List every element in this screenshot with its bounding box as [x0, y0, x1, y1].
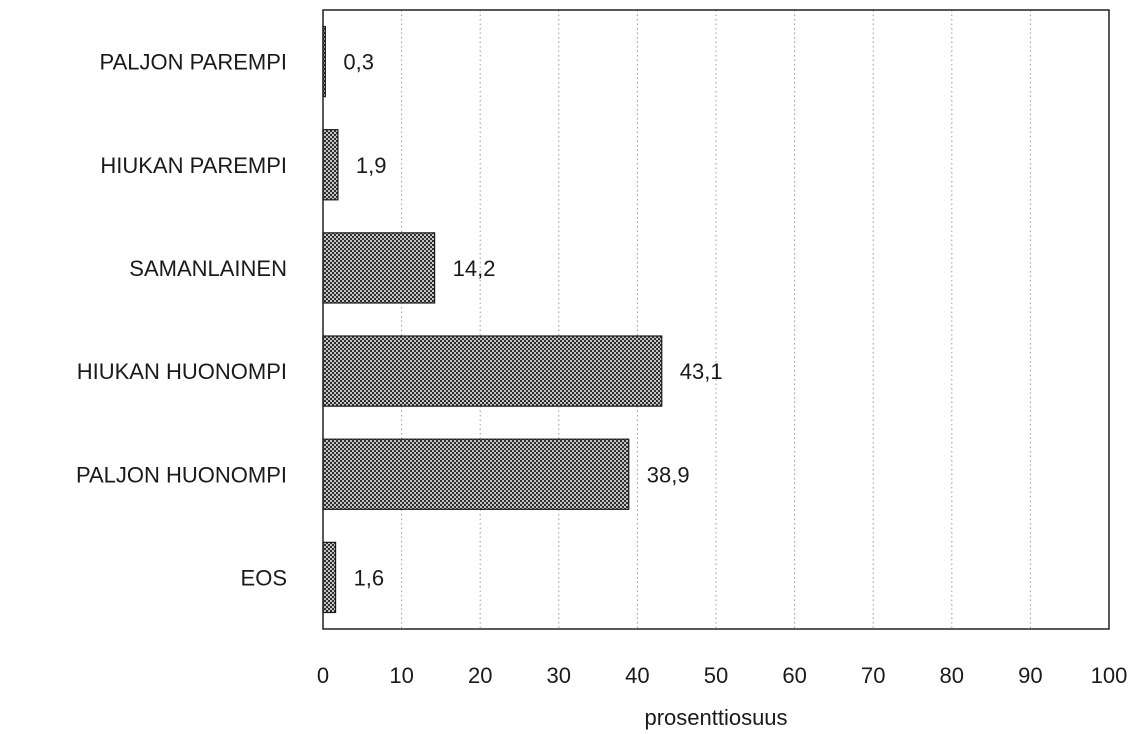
bars [322, 25, 663, 614]
bar [322, 129, 339, 201]
x-tick-label: 10 [389, 663, 413, 688]
value-labels: 0,3 1,9 14,2 43,1 38,9 1,6 [343, 50, 722, 591]
bar [322, 232, 436, 304]
bar [322, 438, 630, 510]
category-label: EOS [241, 565, 287, 590]
x-tick-label: 20 [468, 663, 492, 688]
category-label: PALJON HUONOMPI [76, 462, 287, 487]
category-label: SAMANLAINEN [129, 256, 287, 281]
x-tick-label: 40 [625, 663, 649, 688]
category-label: HIUKAN PAREMPI [100, 153, 287, 178]
x-tick-labels: 0 10 20 30 40 50 60 70 80 90 100 [317, 663, 1127, 688]
x-tick-label: 90 [1018, 663, 1042, 688]
x-tick-label: 60 [782, 663, 806, 688]
category-label: HIUKAN HUONOMPI [77, 359, 287, 384]
value-label: 43,1 [680, 359, 723, 384]
value-label: 14,2 [453, 256, 496, 281]
bar [322, 335, 663, 407]
x-tick-label: 0 [317, 663, 329, 688]
value-label: 38,9 [647, 462, 690, 487]
category-labels: PALJON PAREMPI HIUKAN PAREMPI SAMANLAINEN H… [76, 50, 287, 591]
x-tick-label: 30 [547, 663, 571, 688]
category-label: PALJON PAREMPI [100, 50, 287, 75]
value-label: 1,6 [354, 565, 385, 590]
x-tick-label: 80 [940, 663, 964, 688]
value-label: 0,3 [343, 50, 374, 75]
x-tick-label: 50 [704, 663, 728, 688]
value-label: 1,9 [356, 153, 387, 178]
x-tick-label: 100 [1091, 663, 1128, 688]
x-axis-title: prosenttiosuus [644, 705, 787, 730]
bar [322, 541, 337, 614]
plot-frame [322, 9, 1110, 630]
grid-lines [401, 10, 1031, 629]
x-tick-label: 70 [861, 663, 885, 688]
